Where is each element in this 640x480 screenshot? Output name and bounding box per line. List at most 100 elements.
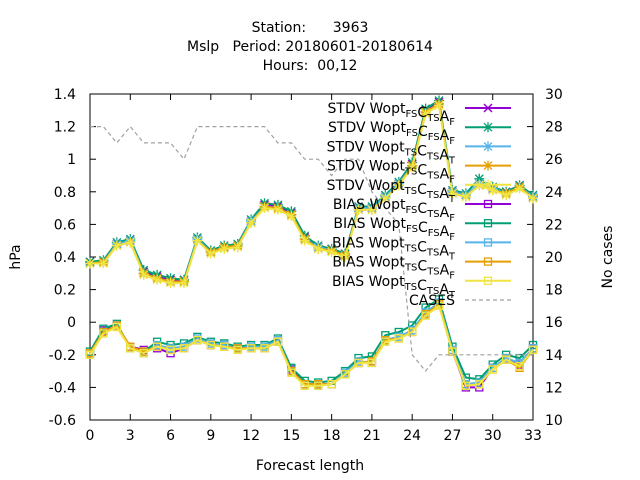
legend-label: BIAS WoptTSCTSAT — [332, 274, 456, 301]
data-point — [126, 344, 135, 353]
data-point — [408, 327, 417, 337]
data-point — [420, 108, 431, 119]
legend-item: STDV WoptFSCTSAF — [328, 101, 511, 128]
data-point — [178, 278, 189, 289]
data-point — [206, 340, 215, 350]
x-tick-label: 12 — [242, 428, 260, 444]
data-point — [407, 162, 418, 173]
legend-label: CASES — [409, 293, 455, 309]
y-tick-label: -0.6 — [49, 413, 76, 429]
data-point — [460, 191, 471, 202]
y2-tick-label: 22 — [545, 217, 563, 233]
data-point — [381, 337, 390, 346]
series-2 — [85, 95, 538, 285]
data-point — [487, 185, 498, 196]
y2-tick-label: 18 — [545, 283, 563, 299]
y-tick-label: -0.4 — [49, 380, 76, 396]
legend-marker — [483, 199, 493, 209]
legend-item: STDV WoptTSCTSAF — [327, 159, 511, 186]
data-point — [85, 350, 95, 359]
data-point — [394, 334, 403, 343]
data-point — [232, 242, 243, 253]
data-point — [179, 344, 189, 353]
legend-label: STDV WoptTSCTSAT — [327, 178, 456, 205]
data-point — [313, 243, 324, 254]
y-tick-label: 0 — [67, 315, 76, 331]
data-point — [353, 204, 364, 215]
data-point — [259, 203, 270, 214]
data-point — [501, 190, 512, 201]
data-point — [314, 381, 323, 390]
x-tick-label: 0 — [86, 428, 95, 444]
legend-label: STDV WoptFSCTSAF — [328, 101, 456, 128]
series-line — [90, 103, 534, 285]
data-point — [246, 344, 256, 353]
data-point — [112, 322, 121, 332]
data-point — [287, 368, 296, 377]
data-point — [326, 247, 337, 258]
data-point — [152, 342, 162, 351]
data-point — [166, 345, 175, 355]
legend-marker — [483, 160, 493, 171]
series-11 — [90, 125, 533, 373]
data-point — [421, 311, 430, 320]
chart-title-line-2: Mslp Period: 20180601-20180614 — [187, 39, 433, 55]
series-5 — [85, 100, 538, 289]
y2-tick-label: 16 — [545, 315, 563, 331]
data-point — [366, 204, 377, 215]
x-tick-label: 27 — [444, 428, 462, 444]
x-tick-label: 33 — [524, 428, 542, 444]
y-tick-label: 0.4 — [54, 250, 76, 266]
data-point — [272, 204, 283, 215]
y2-tick-label: 24 — [545, 185, 563, 201]
data-point — [528, 193, 538, 204]
x-axis-label: Forecast length — [256, 458, 364, 474]
y-tick-label: 1 — [67, 152, 76, 168]
data-point — [488, 365, 497, 374]
data-point — [111, 240, 122, 251]
data-point — [434, 301, 444, 311]
data-point — [260, 344, 269, 353]
data-point — [85, 258, 95, 269]
legend-item: CASES — [409, 293, 511, 309]
data-point — [461, 381, 471, 390]
data-point — [273, 337, 283, 346]
legend-marker — [483, 219, 493, 228]
y-tick-label: -0.2 — [49, 348, 76, 364]
data-point — [475, 379, 484, 389]
x-tick-label: 9 — [206, 428, 215, 444]
data-point — [205, 248, 216, 259]
legend-marker — [483, 141, 493, 152]
y-axis-right: 10 12 14 16 18 20 22 24 26 28 30 — [527, 87, 563, 429]
chart-title: Station: 3963 Mslp Period: 20180601-2018… — [187, 20, 433, 74]
y2-axis-label: No cases — [600, 226, 616, 289]
series-layer — [85, 95, 538, 392]
legend-item: STDV WoptTSCTSAT — [327, 178, 511, 205]
data-point — [98, 258, 109, 269]
data-point — [246, 217, 257, 228]
legend-marker — [483, 179, 493, 190]
data-point — [367, 358, 377, 368]
y2-tick-label: 14 — [545, 348, 563, 364]
y-axis-left: -0.6 -0.4 -0.2 0 0.2 0.4 0.6 0.8 1 1.2 1.4 — [49, 87, 96, 429]
data-point — [340, 252, 351, 262]
y2-tick-label: 20 — [545, 250, 563, 266]
y2-tick-label: 28 — [545, 120, 563, 136]
x-tick-label: 30 — [484, 428, 502, 444]
data-point — [300, 381, 309, 390]
series-line — [89, 297, 534, 384]
series-line — [89, 98, 534, 281]
series-line — [90, 125, 533, 373]
y-tick-label: 0.8 — [54, 185, 76, 201]
data-point — [125, 237, 136, 248]
series-line — [90, 100, 534, 281]
y-tick-label: 0.2 — [54, 283, 76, 299]
data-point — [434, 100, 445, 111]
legend-item: BIAS WoptTSCTSAT — [332, 235, 511, 262]
data-point — [152, 274, 163, 285]
legend-label: BIAS WoptFSCTSAF — [333, 197, 455, 224]
legend-item: STDV WoptTSCTSAT — [327, 139, 511, 166]
y2-tick-label: 26 — [545, 152, 563, 168]
data-point — [354, 358, 363, 368]
